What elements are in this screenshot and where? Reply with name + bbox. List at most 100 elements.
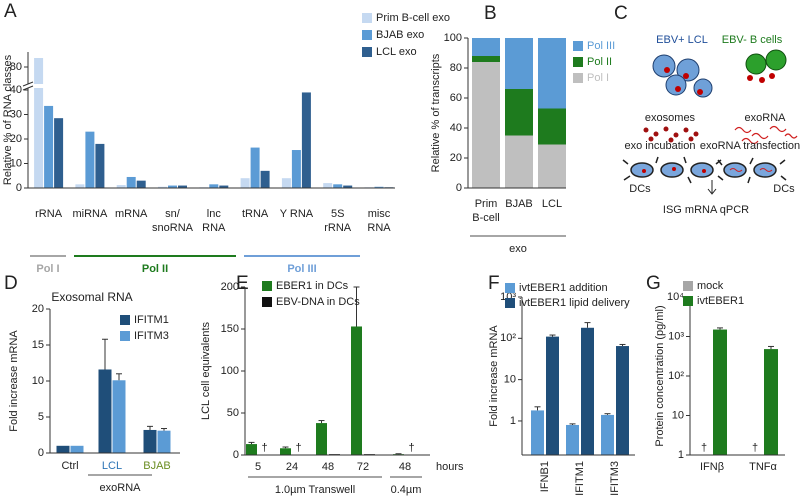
x-tick-label: Ctrl [61,460,78,472]
bar [531,410,544,455]
y-axis-label: LCL cell equivalents [200,321,212,420]
x-tick-label: tRNA [242,208,269,220]
break-mark [22,81,34,91]
y-tick-label: 10 [504,374,516,386]
bar [116,185,126,188]
y-tick-label: 1 [510,415,516,427]
y-tick-label: 40 [450,122,462,134]
y-tick-label: 10³ [668,330,684,342]
legend-swatch [262,297,272,307]
group-label: Pol I [36,263,59,275]
bar-segment [472,62,500,188]
panel-letter: E [236,273,249,294]
label: exoRNA transfection [700,140,800,152]
group-label: 0.4µm [391,484,422,496]
bar-segment [505,38,533,89]
bar [209,184,219,188]
panel: E LCL cell equivalents hours 0 50 100 150 200 5 2… [200,273,464,496]
legend-label: mock [697,280,724,292]
bar-segment [472,38,500,56]
y-axis-label: Relative % of RNA classes [2,54,14,185]
x-tick-label: miRNA [72,208,107,220]
panel: B Relative % of transcripts 0 20 40 60 80 100 Pr… [430,3,615,255]
annotation: † [701,442,707,454]
legend-label: ivtEBER1 [697,295,744,307]
y-axis-label: Fold increase mRNA [488,325,500,427]
label: EBV+ LCL [656,34,708,46]
x-tick-label: misc RNA [367,208,391,234]
bar-segment [538,144,566,188]
arrow [707,180,717,195]
bar-segment [472,56,500,62]
y-axis-label: Protein concentration (pg/ml) [654,305,666,446]
group-label: Pol II [142,263,168,275]
y-tick-label: 80 [450,62,462,74]
y-tick-label: 150 [221,323,239,335]
y-tick-label: 60 [450,92,462,104]
x-tick-label: IFITM1 [574,461,586,496]
legend-label: BJAB exo [376,29,424,41]
y-tick-label: 20 [10,133,22,145]
bar [343,185,353,188]
y-axis-label: Fold increase mRNA [8,330,20,432]
bar-segment [538,108,566,145]
legend-swatch [362,47,372,57]
bar [260,170,270,188]
y-tick-label: 20 [32,303,44,315]
bar [281,178,291,188]
legend-swatch [573,41,583,51]
y-tick-label: 10 [672,409,684,421]
y-tick-label: 1 [678,449,684,461]
legend-label: Prim B-cell exo [376,12,450,24]
bar [316,423,327,455]
legend-swatch [362,30,372,40]
x-tick-label: BJAB [143,460,171,472]
bar [246,444,257,455]
bar [75,184,85,188]
panel-letter: A [4,1,17,22]
x-tick-label: 5 [255,461,261,473]
legend-label: IFITM3 [134,330,169,342]
bar [112,380,126,453]
x-tick-label: BJAB [505,198,533,210]
legend-label: ivtEBER1 lipid delivery [519,297,630,309]
bar-segment [505,135,533,188]
y-tick-label: 10 [32,375,44,387]
bar [566,424,579,455]
bar [240,178,250,188]
legend-swatch [683,296,693,306]
bar [126,176,136,188]
legend-swatch [262,281,272,291]
x-tick-label: 72 [357,461,369,473]
dendritic-cells [622,156,787,184]
x-tick-label: Prim B-cell [472,198,500,224]
x-axis-label: hours [436,461,464,473]
x-tick-label: LCL [102,460,122,472]
group-label: 1.0µm Transwell [275,484,355,496]
bar-segment [538,38,566,109]
label: exo incubation [625,140,696,152]
x-tick-label: 48 [322,461,334,473]
bar [54,118,64,188]
bar [713,329,727,455]
x-tick-label: TNFα [749,461,777,473]
bar [351,326,362,455]
legend-label: Pol III [587,40,615,52]
y-tick-label: 100 [444,32,462,44]
bar-segment [505,89,533,136]
b-cells [745,49,787,83]
legend-swatch [120,331,130,341]
legend-label: Pol I [587,72,609,84]
bar [143,429,157,453]
label: exoRNA [745,112,787,124]
legend-swatch [505,298,515,308]
bar [85,131,95,188]
label: DCs [773,183,795,195]
y-tick-label: 10 [10,157,22,169]
x-tick-label: LCL [542,198,562,210]
exosome-dots [643,126,699,143]
bar [168,185,177,188]
y-tick-label: 30 [10,108,22,120]
annotation: † [752,442,758,454]
